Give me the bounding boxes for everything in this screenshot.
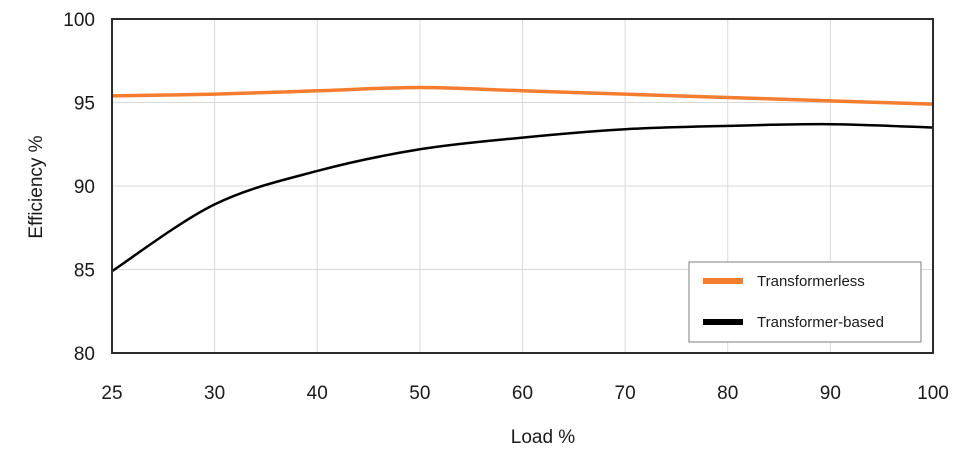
x-tick-label: 50 <box>409 383 430 404</box>
grid-lines <box>112 19 933 353</box>
x-tick-label: 40 <box>307 383 328 404</box>
series-line-transformerless <box>111 85 934 106</box>
y-tick-label: 90 <box>74 177 95 198</box>
legend: Transformerless Transformer-based <box>688 261 922 343</box>
legend-label-transformer-based: Transformer-based <box>757 314 884 331</box>
x-tick-label: 90 <box>820 383 841 404</box>
series-line-transformer-based <box>111 122 934 273</box>
y-tick-label: 80 <box>74 344 95 365</box>
x-tick-label: 100 <box>917 383 949 404</box>
legend-label-transformerless: Transformerless <box>757 273 865 290</box>
x-tick-label: 60 <box>512 383 533 404</box>
y-tick-label: 95 <box>74 94 95 115</box>
x-tick-label: 25 <box>101 383 122 404</box>
legend-box <box>688 261 922 343</box>
x-tick-label: 30 <box>204 383 225 404</box>
y-axis-ticks: 80 85 90 95 100 <box>63 10 95 365</box>
x-axis-title: Load % <box>511 427 576 448</box>
series-layer <box>111 85 934 273</box>
plot-frame <box>111 18 934 354</box>
y-tick-label: 100 <box>63 10 95 31</box>
x-axis-ticks: 25 30 40 50 60 70 80 90 100 <box>101 383 948 404</box>
x-tick-label: 70 <box>615 383 636 404</box>
x-tick-label: 80 <box>717 383 738 404</box>
y-axis-title: Efficiency % <box>26 135 47 238</box>
y-tick-label: 85 <box>74 261 95 282</box>
